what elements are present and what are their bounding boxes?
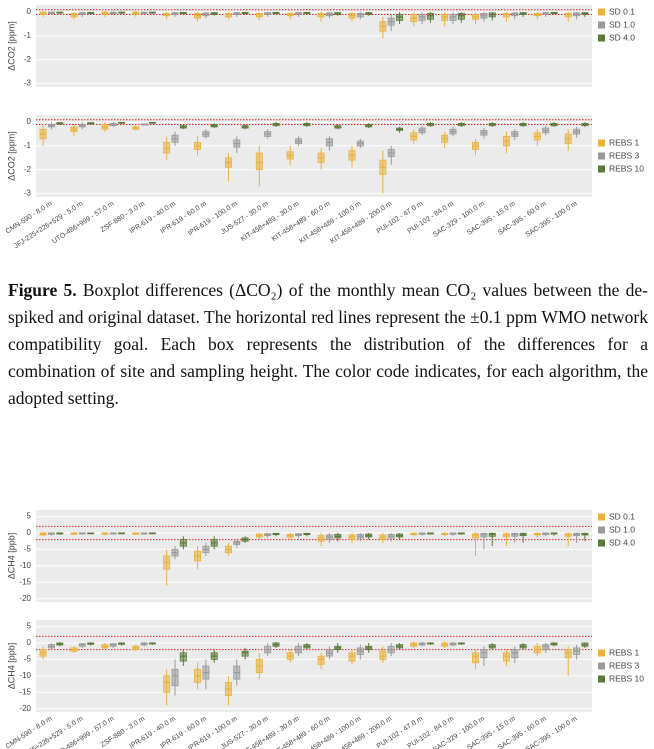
legend-label: SD 0.1 bbox=[609, 511, 635, 521]
caption-text: Boxplot differences (ΔCO₂) of the monthl… bbox=[8, 280, 648, 408]
y-tick-label: 0 bbox=[27, 7, 32, 16]
plot-background bbox=[36, 115, 592, 197]
y-axis-label: ΔCH4 [ppb] bbox=[6, 533, 16, 580]
legend-swatch bbox=[598, 526, 605, 534]
y-tick-label: -20 bbox=[19, 704, 31, 713]
y-tick-label: 0 bbox=[27, 528, 32, 537]
legend-label: SD 4.0 bbox=[609, 32, 635, 42]
y-tick-label: 5 bbox=[27, 512, 32, 521]
y-tick-label: 5 bbox=[27, 622, 32, 631]
box bbox=[348, 652, 356, 662]
box bbox=[317, 655, 325, 665]
legend-swatch bbox=[598, 139, 605, 147]
legend-swatch bbox=[598, 21, 605, 29]
y-tick-label: 0 bbox=[27, 117, 32, 126]
box bbox=[241, 650, 249, 657]
legend-label: SD 1.0 bbox=[609, 19, 635, 29]
plot-background bbox=[36, 5, 592, 87]
x-tick-label: SAC-329 - 100.0 m bbox=[432, 200, 486, 239]
box bbox=[511, 649, 519, 659]
legend-swatch bbox=[598, 34, 605, 42]
legend-swatch bbox=[598, 649, 605, 657]
legend-swatch bbox=[598, 662, 605, 670]
box bbox=[179, 652, 187, 662]
legend-label: REBS 10 bbox=[609, 673, 644, 683]
box bbox=[171, 668, 179, 687]
box bbox=[379, 650, 387, 660]
y-axis-label: ΔCH4 [ppb] bbox=[6, 643, 16, 690]
legend-label: REBS 10 bbox=[609, 163, 644, 173]
caption-label: Figure 5. bbox=[8, 280, 77, 300]
legend-label: SD 0.1 bbox=[609, 6, 635, 16]
y-tick-label: -15 bbox=[19, 577, 31, 586]
y-tick-label: -1 bbox=[24, 31, 32, 40]
legend-label: REBS 3 bbox=[609, 660, 640, 670]
legend-label: REBS 3 bbox=[609, 150, 640, 160]
y-tick-label: -3 bbox=[24, 189, 32, 198]
y-tick-label: -2 bbox=[24, 55, 32, 64]
x-tick-label: KIT-458+489 - 200.0 m bbox=[329, 200, 393, 245]
legend-swatch bbox=[598, 152, 605, 160]
box bbox=[502, 652, 510, 662]
box bbox=[255, 152, 263, 171]
legend-label: SD 4.0 bbox=[609, 537, 635, 547]
plot-background bbox=[36, 620, 592, 712]
y-axis-label: ΔCO2 [ppm] bbox=[6, 21, 16, 71]
x-tick-label: SAC-395 - 100.0 m bbox=[525, 715, 579, 749]
y-tick-label: -1 bbox=[24, 141, 32, 150]
legend-swatch bbox=[598, 513, 605, 521]
legend-swatch bbox=[598, 675, 605, 683]
legend-label: SD 1.0 bbox=[609, 524, 635, 534]
y-tick-label: -20 bbox=[19, 594, 31, 603]
legend-swatch bbox=[598, 165, 605, 173]
y-tick-label: -2 bbox=[24, 165, 32, 174]
box bbox=[542, 644, 550, 650]
y-tick-label: 0 bbox=[27, 638, 32, 647]
x-tick-label: UTO-486+999 - 57.0 m bbox=[51, 200, 115, 245]
box bbox=[163, 675, 171, 693]
legend-swatch bbox=[598, 539, 605, 547]
box bbox=[472, 652, 480, 664]
y-tick-label: -5 bbox=[24, 655, 32, 664]
legend-swatch bbox=[598, 8, 605, 16]
y-tick-label: -5 bbox=[24, 545, 32, 554]
box bbox=[480, 649, 488, 659]
y-tick-label: -10 bbox=[19, 671, 31, 680]
figure-caption: Figure 5. Boxplot differences (ΔCO₂) of … bbox=[8, 277, 648, 412]
plot-background bbox=[36, 510, 592, 602]
y-axis-label: ΔCO2 [ppm] bbox=[6, 131, 16, 181]
legend-label: REBS 1 bbox=[609, 647, 640, 657]
box bbox=[564, 649, 572, 659]
y-tick-label: -10 bbox=[19, 561, 31, 570]
legend-label: REBS 1 bbox=[609, 137, 640, 147]
x-tick-label: SAC-395 - 100.0 m bbox=[525, 200, 579, 239]
y-tick-label: -3 bbox=[24, 79, 32, 88]
y-tick-label: -15 bbox=[19, 687, 31, 696]
